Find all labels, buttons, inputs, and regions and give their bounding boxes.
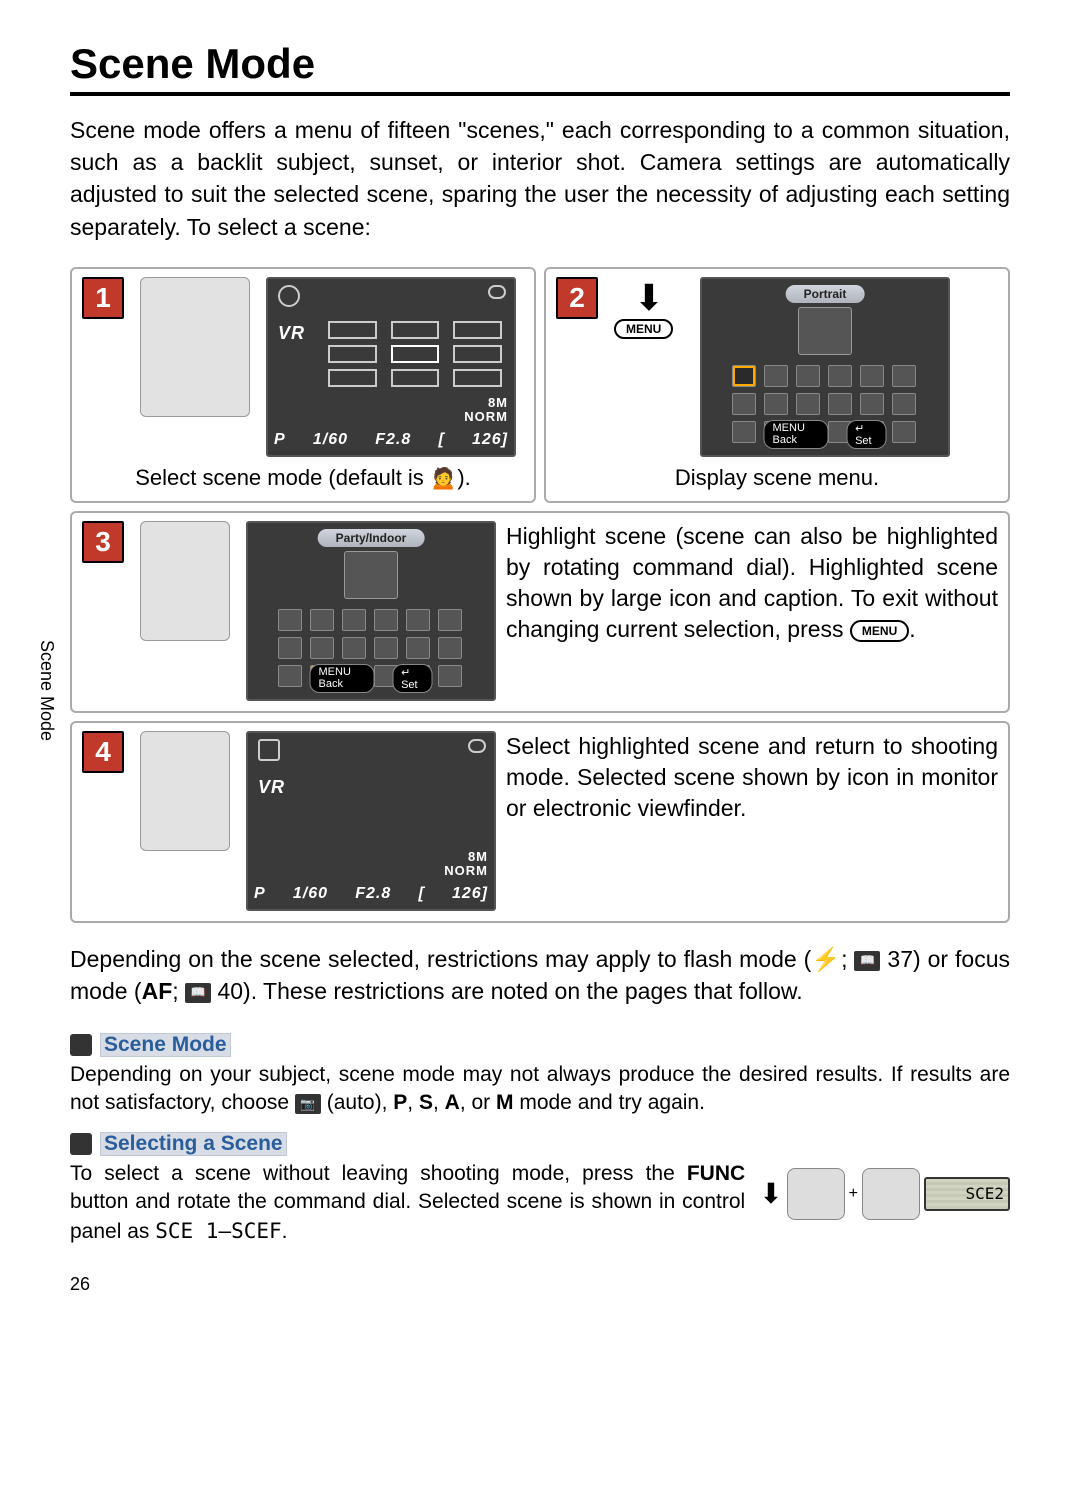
func-dial-illustration: ⬇ + SCE2 <box>759 1168 1010 1220</box>
step-2: 2 ⬇ MENU Portrait MENU Back ↵ Set Displa… <box>544 267 1010 503</box>
scene-title-3: Party/Indoor <box>318 529 425 547</box>
shutter: 1/60 <box>313 431 348 449</box>
steps-grid: 1 VR 8M NORM P 1/60 F2.8 <box>70 267 1010 923</box>
mode-p: P <box>274 431 286 449</box>
note-icon <box>70 1133 92 1155</box>
selecting-scene-note-header: Selecting a Scene <box>70 1132 1010 1156</box>
step-4-text: Select highlighted scene and return to s… <box>506 731 998 911</box>
norm-indicator: NORM <box>464 410 508 424</box>
aperture: F2.8 <box>355 885 391 903</box>
scene-mode-note-body: Depending on your subject, scene mode ma… <box>70 1061 1010 1118</box>
party-large-icon <box>344 551 398 599</box>
norm-indicator: NORM <box>444 864 488 878</box>
note-icon <box>70 1034 92 1056</box>
menu-button-inline-icon: MENU <box>850 620 909 642</box>
step-1: 1 VR 8M NORM P 1/60 F2.8 <box>70 267 536 503</box>
shots: 126] <box>472 431 508 449</box>
camera-auto-icon: 📷 <box>295 1094 321 1114</box>
selecting-scene-note-body: To select a scene without leaving shooti… <box>70 1160 745 1246</box>
followup-paragraph: Depending on the scene selected, restric… <box>70 943 1010 1007</box>
step-2-scene-menu: Portrait MENU Back ↵ Set <box>700 277 950 457</box>
page-title: Scene Mode <box>70 40 1010 96</box>
shutter: 1/60 <box>293 885 328 903</box>
scene-mode-note-header: Scene Mode <box>70 1033 1010 1057</box>
menu-back-pill: MENU Back <box>310 664 375 693</box>
step-1-caption: Select scene mode (default is 🙍). <box>82 465 524 491</box>
quality-indicator: 8M <box>444 850 488 864</box>
portrait-icon: 🙍 <box>430 465 457 490</box>
bracket: [ <box>438 431 444 449</box>
set-pill: ↵ Set <box>392 664 432 693</box>
camera-dial-illustration <box>140 277 250 417</box>
step-2-caption: Display scene menu. <box>556 465 998 491</box>
intro-paragraph: Scene mode offers a menu of fifteen "sce… <box>70 114 1010 243</box>
step-1-lcd-screen: VR 8M NORM P 1/60 F2.8 [ 126] <box>266 277 516 457</box>
vr-indicator: VR <box>258 777 285 798</box>
scene-title: Portrait <box>786 285 865 303</box>
step-4: 4 VR 8M NORM P 1/60 F2.8 [ 126] Select <box>70 721 1010 923</box>
side-label: Scene Mode <box>36 640 57 741</box>
step-4-number: 4 <box>82 731 124 773</box>
page-ref-icon: 📖 <box>854 951 880 971</box>
vr-indicator: VR <box>278 323 305 344</box>
step-1-number: 1 <box>82 277 124 319</box>
step-3-scene-menu: Party/Indoor MENU Back ↵ Set <box>246 521 496 701</box>
portrait-large-icon <box>798 307 852 355</box>
control-panel-display: SCE2 <box>924 1177 1010 1211</box>
step-3-text: Highlight scene (scene can also be highl… <box>506 521 998 701</box>
shots: 126] <box>452 885 488 903</box>
quality-indicator: 8M <box>464 396 508 410</box>
scene-mode-note-label: Scene Mode <box>100 1033 231 1057</box>
page-number: 26 <box>70 1274 1010 1295</box>
ok-button-illustration <box>140 731 230 851</box>
multi-selector-illustration <box>140 521 230 641</box>
step-3: 3 Party/Indoor MENU Back ↵ Set Highlight… <box>70 511 1010 713</box>
step-3-number: 3 <box>82 521 124 563</box>
set-pill: ↵ Set <box>846 420 886 449</box>
menu-button-icon: MENU <box>614 319 673 339</box>
bracket: [ <box>418 885 424 903</box>
step-4-lcd-screen: VR 8M NORM P 1/60 F2.8 [ 126] <box>246 731 496 911</box>
menu-back-pill: MENU Back <box>764 420 829 449</box>
page-ref-icon: 📖 <box>185 983 211 1003</box>
selecting-scene-note-label: Selecting a Scene <box>100 1132 287 1156</box>
aperture: F2.8 <box>375 431 411 449</box>
step-2-number: 2 <box>556 277 598 319</box>
mode-p: P <box>254 885 266 903</box>
